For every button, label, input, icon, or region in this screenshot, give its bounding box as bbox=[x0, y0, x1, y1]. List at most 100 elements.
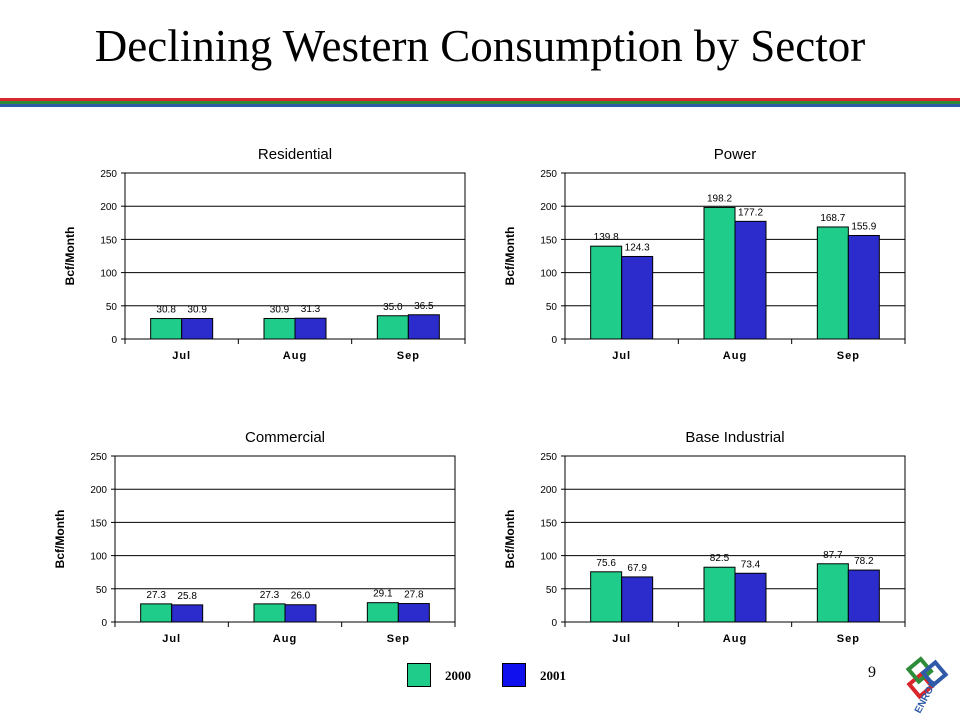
power-y-axis-label: Bcf/Month bbox=[503, 227, 517, 286]
base-industrial-data-label-aug-series-0: 82.5 bbox=[710, 553, 730, 564]
power-data-label-aug-series-0: 198.2 bbox=[707, 193, 732, 204]
base-industrial-y-tick-label: 200 bbox=[540, 485, 557, 496]
power-bar-aug-series-0 bbox=[703, 206, 736, 340]
base-industrial-bar-sep-series-0 bbox=[816, 563, 849, 623]
power-data-label-sep-series-1: 155.9 bbox=[851, 221, 876, 232]
base-industrial-chart: Base Industrial Bcf/Month 0 50 100 150 200 250 7… bbox=[503, 429, 906, 645]
power-bar-aug-series-1 bbox=[734, 220, 767, 340]
power-chart: Power Bcf/Month 0 50 100 150 200 250 139.8 124.3 J… bbox=[503, 146, 906, 362]
power-data-label-jul-series-0: 139.8 bbox=[594, 232, 619, 243]
base-industrial-bar-jul-series-0 bbox=[590, 571, 623, 623]
base-industrial-x-tick-label: Sep bbox=[837, 633, 860, 645]
commercial-bar-sep-series-1 bbox=[397, 603, 430, 623]
residential-data-label-aug-series-1: 31.3 bbox=[301, 304, 321, 315]
power-bar-jul-series-0 bbox=[590, 245, 623, 340]
base-industrial-bar-jul-series-1 bbox=[621, 576, 654, 623]
base-industrial-y-tick-label: 50 bbox=[546, 585, 558, 596]
enron-logo: ENRON bbox=[905, 656, 949, 715]
residential-y-tick-label: 100 bbox=[100, 269, 117, 280]
base-industrial-data-label-aug-series-1: 73.4 bbox=[741, 559, 761, 570]
residential-bar-aug-series-0 bbox=[263, 317, 296, 340]
residential-x-tick-label: Aug bbox=[283, 350, 307, 362]
residential-data-label-sep-series-0: 35.0 bbox=[383, 302, 403, 313]
title-rule bbox=[0, 98, 960, 107]
residential-y-tick-label: 200 bbox=[100, 202, 117, 213]
residential-y-tick-label: 50 bbox=[106, 302, 118, 313]
power-bar-sep-series-0 bbox=[816, 226, 849, 340]
commercial-bar-sep-series-0 bbox=[366, 602, 399, 623]
commercial-x-tick-label: Sep bbox=[387, 633, 410, 645]
commercial-title: Commercial bbox=[245, 429, 325, 446]
base-industrial-data-label-jul-series-0: 75.6 bbox=[596, 558, 616, 569]
residential-x-tick-label: Jul bbox=[172, 350, 191, 362]
commercial-data-label-aug-series-0: 27.3 bbox=[260, 590, 280, 601]
power-y-tick-label: 50 bbox=[546, 302, 558, 313]
slide-title: Declining Western Consumption by Sector bbox=[94, 21, 866, 71]
base-industrial-data-label-sep-series-1: 78.2 bbox=[854, 556, 874, 567]
residential-bar-sep-series-1 bbox=[407, 314, 440, 340]
residential-bar-aug-series-1 bbox=[294, 317, 327, 340]
residential-data-label-aug-series-0: 30.9 bbox=[270, 304, 290, 315]
page-number: 9 bbox=[868, 664, 876, 681]
commercial-data-label-aug-series-1: 26.0 bbox=[291, 591, 311, 602]
commercial-chart: Commercial Bcf/Month 0 50 100 150 200 250 27.3 25… bbox=[53, 429, 456, 645]
residential-bar-sep-series-0 bbox=[376, 315, 409, 340]
power-bar-sep-series-1 bbox=[847, 234, 880, 340]
base-industrial-data-label-sep-series-0: 87.7 bbox=[823, 550, 843, 561]
residential-y-tick-label: 250 bbox=[100, 169, 117, 180]
power-y-tick-label: 250 bbox=[540, 169, 557, 180]
commercial-y-tick-label: 0 bbox=[101, 618, 107, 629]
residential-chart: Residential Bcf/Month 0 50 100 150 200 250 30.8 3… bbox=[63, 146, 466, 362]
base-industrial-bar-sep-series-1 bbox=[847, 569, 880, 623]
commercial-data-label-sep-series-1: 27.8 bbox=[404, 590, 424, 601]
commercial-y-tick-label: 150 bbox=[90, 518, 107, 529]
residential-data-label-sep-series-1: 36.5 bbox=[414, 301, 434, 312]
power-y-tick-label: 100 bbox=[540, 269, 557, 280]
logo-box-blue bbox=[920, 659, 949, 688]
power-x-tick-label: Jul bbox=[612, 350, 631, 362]
residential-bar-jul-series-1 bbox=[181, 317, 214, 340]
base-industrial-x-tick-label: Aug bbox=[723, 633, 747, 645]
residential-y-tick-label: 0 bbox=[111, 335, 117, 346]
commercial-data-label-sep-series-0: 29.1 bbox=[373, 589, 393, 600]
logo-text: ENRON bbox=[913, 678, 940, 715]
commercial-bar-jul-series-0 bbox=[140, 603, 173, 623]
base-industrial-y-tick-label: 100 bbox=[540, 552, 557, 563]
base-industrial-bar-aug-series-0 bbox=[703, 566, 736, 623]
residential-title: Residential bbox=[258, 146, 332, 163]
commercial-bar-aug-series-1 bbox=[284, 604, 317, 623]
commercial-y-tick-label: 100 bbox=[90, 552, 107, 563]
power-x-tick-label: Aug bbox=[723, 350, 747, 362]
rule-blue bbox=[0, 104, 960, 107]
legend-label-2000: 2000 bbox=[445, 668, 471, 683]
legend-label-2001: 2001 bbox=[540, 668, 566, 683]
commercial-bar-jul-series-1 bbox=[171, 604, 204, 623]
residential-y-tick-label: 150 bbox=[100, 235, 117, 246]
base-industrial-y-tick-label: 250 bbox=[540, 452, 557, 463]
base-industrial-data-label-jul-series-1: 67.9 bbox=[627, 563, 647, 574]
commercial-y-tick-label: 250 bbox=[90, 452, 107, 463]
legend-swatch-2001 bbox=[502, 663, 526, 687]
residential-data-label-jul-series-1: 30.9 bbox=[187, 304, 207, 315]
commercial-y-axis-label: Bcf/Month bbox=[53, 510, 67, 569]
power-data-label-jul-series-1: 124.3 bbox=[625, 242, 650, 253]
power-data-label-sep-series-0: 168.7 bbox=[820, 213, 845, 224]
residential-data-label-jul-series-0: 30.8 bbox=[156, 305, 176, 316]
power-bar-jul-series-1 bbox=[621, 255, 654, 340]
commercial-data-label-jul-series-1: 25.8 bbox=[177, 591, 197, 602]
power-x-tick-label: Sep bbox=[837, 350, 860, 362]
base-industrial-bar-aug-series-1 bbox=[734, 572, 767, 623]
residential-y-axis-label: Bcf/Month bbox=[63, 227, 77, 286]
base-industrial-x-tick-label: Jul bbox=[612, 633, 631, 645]
power-title: Power bbox=[714, 146, 757, 163]
base-industrial-y-tick-label: 150 bbox=[540, 518, 557, 529]
power-data-label-aug-series-1: 177.2 bbox=[738, 207, 763, 218]
commercial-y-tick-label: 200 bbox=[90, 485, 107, 496]
base-industrial-y-tick-label: 0 bbox=[551, 618, 557, 629]
rule-red bbox=[0, 98, 960, 101]
power-y-tick-label: 200 bbox=[540, 202, 557, 213]
commercial-x-tick-label: Jul bbox=[162, 633, 181, 645]
base-industrial-y-axis-label: Bcf/Month bbox=[503, 510, 517, 569]
commercial-bar-aug-series-0 bbox=[253, 603, 286, 623]
residential-bar-jul-series-0 bbox=[150, 318, 183, 340]
